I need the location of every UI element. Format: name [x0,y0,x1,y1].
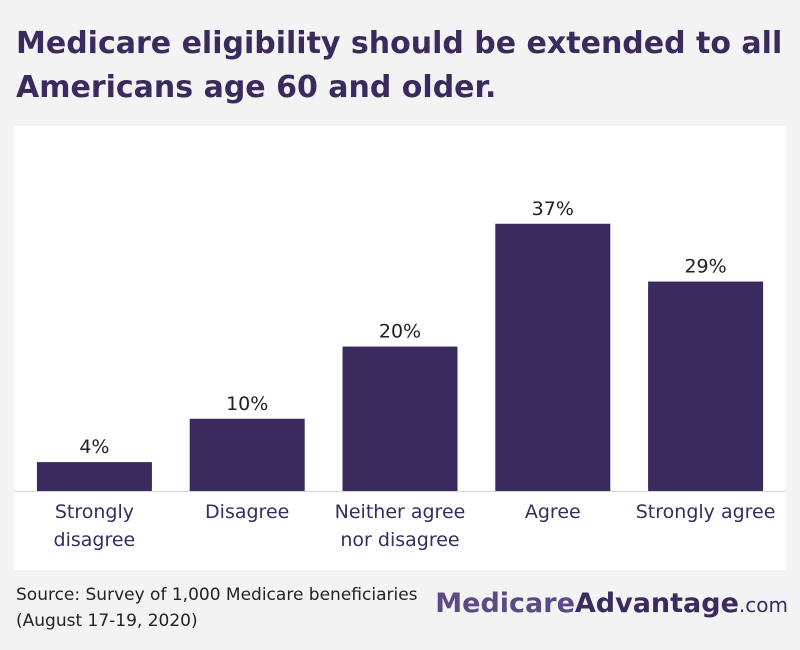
chart-title: Medicare eligibility should be extended … [16,26,783,105]
logo-part-3: .com [738,593,788,617]
source-line-1: Source: Survey of 1,000 Medicare benefic… [16,585,418,605]
category-label-0: Strongly disagree [54,501,136,551]
category-label-2-line-1: nor disagree [340,529,459,551]
category-label-4-line-0: Strongly agree [636,501,776,523]
category-label-2: Neither agree nor disagree [335,501,466,551]
source-line-2: (August 17-19, 2020) [16,611,198,631]
category-label-0-line-1: disagree [54,529,136,551]
bar-2 [342,346,458,491]
value-label-0: 4% [79,436,109,458]
category-label-4: Strongly agree [636,501,776,523]
value-label-3: 37% [532,198,574,220]
value-label-4: 29% [684,256,726,278]
category-label-2-line-0: Neither agree [335,501,466,523]
bar-3 [495,223,611,491]
value-label-2: 20% [379,321,421,343]
category-label-1-line-0: Disagree [205,501,289,523]
category-label-3: Agree [525,501,581,523]
category-label-0-line-0: Strongly [55,501,134,523]
bar-1 [189,418,305,491]
bar-0 [36,462,152,491]
bar-chart: 4% Strongly disagree 10% Disagree 20% Neither … [14,198,786,551]
value-label-1: 10% [226,393,268,415]
category-label-1: Disagree [205,501,289,523]
logo-part-2: Advantage [574,588,739,619]
logo-part-1: Medicare [435,588,575,619]
source-note: Source: Survey of 1,000 Medicare benefic… [16,582,466,634]
category-label-3-line-0: Agree [525,501,581,523]
medicare-advantage-logo: MedicareAdvantage.com [435,588,788,619]
chart-panel: 4% Strongly disagree 10% Disagree 20% Neither … [14,126,786,570]
bar-4 [648,281,764,491]
